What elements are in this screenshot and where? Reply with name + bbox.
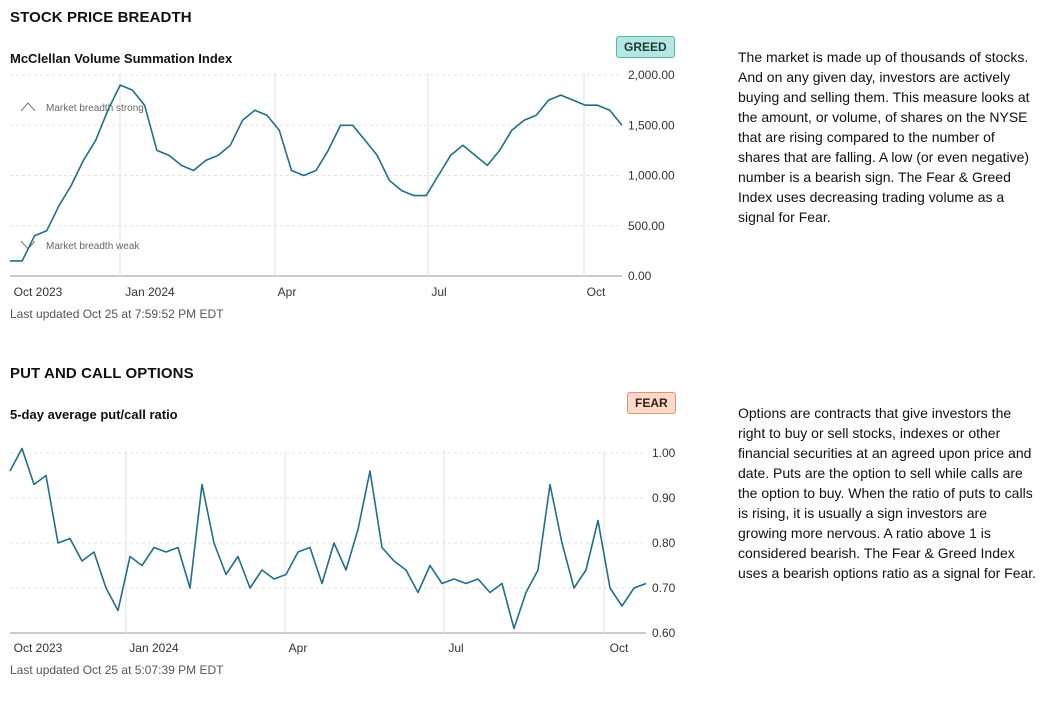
y-tick-label: 0.60 [652,626,676,640]
stock-price-breadth-section: STOCK PRICE BREADTH GREED McClellan Volu… [0,0,1050,340]
last-updated: Last updated Oct 25 at 5:07:39 PM EDT [10,663,224,677]
x-tick-label: Jan 2024 [125,285,175,299]
x-tick-label: Oct 2023 [14,285,63,299]
breadth-strong-icon [20,102,36,112]
breadth-strong-label: Market breadth strong [46,103,144,114]
put-call-chart: 1.00 0.90 0.80 0.70 0.60 Oct 2023 Jan 2024 Apr J… [9,446,676,655]
x-tick-label: Oct [610,641,629,655]
last-updated: Last updated Oct 25 at 7:59:52 PM EDT [10,307,224,321]
series-line [10,84,623,262]
y-tick-label: 2,000.00 [628,68,675,82]
mcclellan-chart: 2,000.00 1,500.00 1,000.00 500.00 0.00 Oct 20… [10,68,675,299]
section-description: Options are contracts that give investor… [738,405,1037,581]
y-tick-label: 0.70 [652,581,676,595]
y-tick-label: 1,000.00 [628,169,675,183]
series-line [9,447,647,630]
breadth-weak-label: Market breadth weak [46,241,140,252]
x-tick-label: Oct [587,285,606,299]
x-tick-label: Apr [278,285,297,299]
y-tick-label: 0.80 [652,536,676,550]
greed-badge: GREED [616,36,675,58]
y-tick-label: 1,500.00 [628,118,675,132]
chart-title: 5-day average put/call ratio [10,407,178,422]
x-tick-label: Oct 2023 [14,641,63,655]
y-tick-label: 1.00 [652,446,676,460]
section-title: PUT AND CALL OPTIONS [10,365,194,382]
fear-badge: FEAR [627,392,676,414]
x-tick-label: Jan 2024 [129,641,179,655]
x-tick-label: Jul [448,641,463,655]
section-title: STOCK PRICE BREADTH [10,9,192,26]
y-tick-label: 500.00 [628,219,665,233]
section-description: The market is made up of thousands of st… [738,49,1030,225]
put-call-options-section: PUT AND CALL OPTIONS FEAR 5-day average … [0,356,1050,696]
chart-title: McClellan Volume Summation Index [10,51,233,66]
x-tick-label: Apr [289,641,308,655]
y-tick-label: 0.00 [628,269,652,283]
y-tick-label: 0.90 [652,491,676,505]
x-tick-label: Jul [431,285,446,299]
